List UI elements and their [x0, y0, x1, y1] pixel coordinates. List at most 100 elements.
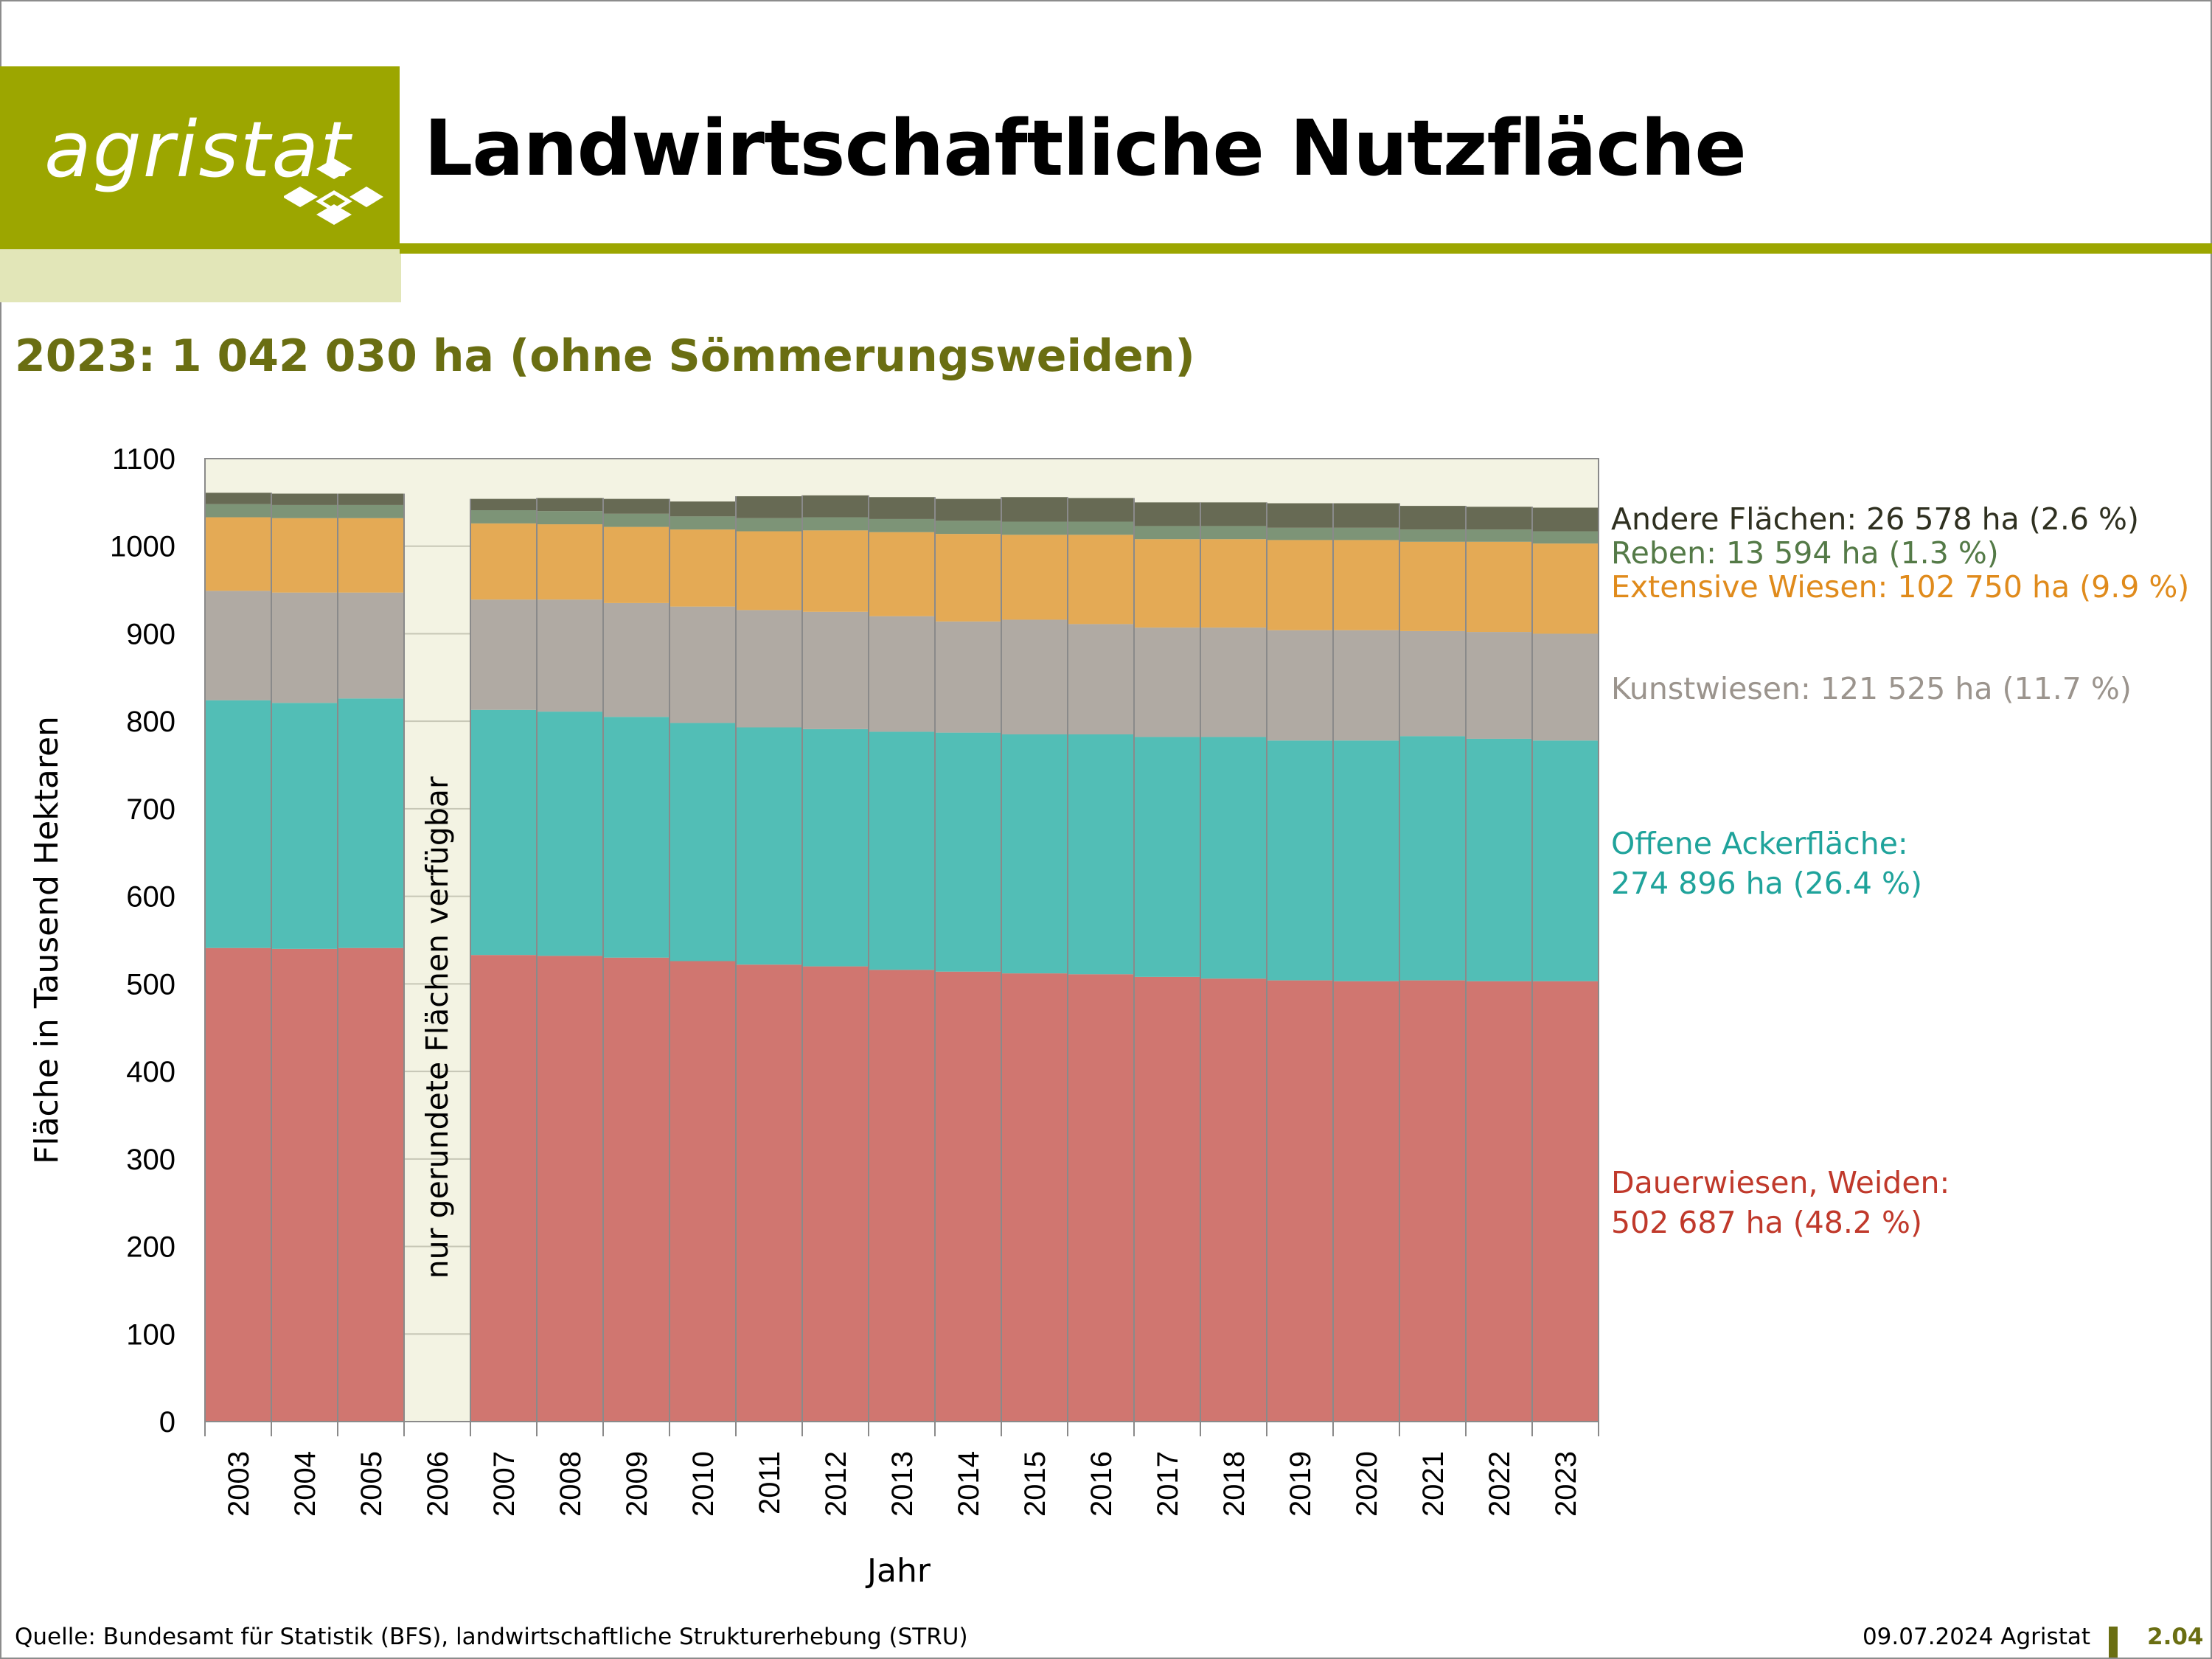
- bar-segment-andere_flaechen-2015: [1001, 497, 1068, 522]
- bar-segment-andere_flaechen-2014: [935, 498, 1001, 521]
- page-title: Landwirtschaftliche Nutzfläche: [424, 103, 1747, 193]
- bar-segment-dauerwiesen-2007: [470, 955, 537, 1422]
- x-tick-label: 2004: [289, 1451, 321, 1517]
- bar-segment-kunstwiesen-2021: [1399, 630, 1466, 737]
- x-tick-label: 2012: [820, 1451, 852, 1517]
- bar-segment-kunstwiesen-2017: [1134, 627, 1200, 737]
- x-tick-label: 2003: [223, 1451, 255, 1517]
- bar-segment-andere_flaechen-2007: [470, 498, 537, 511]
- y-tick-label: 600: [126, 881, 175, 914]
- y-tick-label: 400: [126, 1056, 175, 1088]
- x-tick-label: 2022: [1484, 1451, 1516, 1517]
- bar-segment-extensive_wiesen-2015: [1001, 535, 1068, 620]
- bar-segment-extensive_wiesen-2020: [1333, 540, 1399, 630]
- bar-segment-kunstwiesen-2015: [1001, 619, 1068, 734]
- bar-segment-reben-2007: [470, 510, 537, 524]
- bar-segment-dauerwiesen-2005: [338, 947, 404, 1422]
- bar-segment-dauerwiesen-2021: [1399, 980, 1466, 1422]
- x-tick-label: 2014: [953, 1451, 985, 1517]
- bar-segment-andere_flaechen-2010: [669, 501, 736, 517]
- bar-segment-kunstwiesen-2008: [537, 599, 603, 712]
- bar-segment-extensive_wiesen-2014: [935, 534, 1001, 622]
- y-tick-label: 200: [126, 1231, 175, 1264]
- bar-segment-offene_ackerflaeche-2010: [669, 723, 736, 961]
- bar-segment-kunstwiesen-2014: [935, 621, 1001, 733]
- x-tick-label: 2020: [1351, 1451, 1383, 1517]
- bar-segment-offene_ackerflaeche-2004: [271, 703, 338, 949]
- y-tick-label: 100: [126, 1318, 175, 1351]
- y-tick-label: 700: [126, 793, 175, 826]
- bar-segment-dauerwiesen-2019: [1267, 980, 1333, 1422]
- bar-segment-reben-2005: [338, 504, 404, 518]
- bar-segment-kunstwiesen-2022: [1466, 632, 1532, 739]
- bar-segment-offene_ackerflaeche-2009: [603, 717, 669, 958]
- legend-label-offene_ackerflaeche: 274 896 ha (26.4 %): [1611, 866, 1922, 901]
- footer-date: 09.07.2024 Agristat: [1862, 1624, 2090, 1650]
- bar-segment-offene_ackerflaeche-2003: [205, 700, 271, 948]
- bar-segment-offene_ackerflaeche-2020: [1333, 740, 1399, 981]
- bar-segment-dauerwiesen-2016: [1068, 974, 1134, 1422]
- bar-segment-andere_flaechen-2012: [802, 495, 869, 518]
- y-tick-label: 500: [126, 968, 175, 1001]
- bar-segment-offene_ackerflaeche-2012: [802, 728, 869, 967]
- bar-segment-dauerwiesen-2017: [1134, 976, 1200, 1422]
- bar-segment-reben-2023: [1532, 531, 1599, 544]
- bar-segment-kunstwiesen-2003: [205, 591, 271, 700]
- bar-segment-reben-2008: [537, 511, 603, 525]
- bar-segment-dauerwiesen-2004: [271, 948, 338, 1422]
- bar-segment-andere_flaechen-2008: [537, 498, 603, 512]
- bar-segment-extensive_wiesen-2022: [1466, 541, 1532, 633]
- x-tick-label: 2023: [1550, 1451, 1582, 1517]
- x-tick-label: 2021: [1417, 1451, 1450, 1517]
- bar-segment-reben-2016: [1068, 521, 1134, 535]
- bar-segment-offene_ackerflaeche-2015: [1001, 734, 1068, 974]
- bar-segment-reben-2003: [205, 504, 271, 518]
- bar-segment-andere_flaechen-2003: [205, 493, 271, 504]
- bar-segment-offene_ackerflaeche-2011: [736, 727, 802, 965]
- bar-segment-extensive_wiesen-2003: [205, 517, 271, 591]
- bar-segment-extensive_wiesen-2023: [1532, 543, 1599, 634]
- plot-border: [204, 458, 1599, 1422]
- legend-label-andere_flaechen: Andere Flächen: 26 578 ha (2.6 %): [1611, 501, 2139, 537]
- legend-label-kunstwiesen: Kunstwiesen: 121 525 ha (11.7 %): [1611, 671, 2132, 706]
- bar-segment-kunstwiesen-2018: [1200, 627, 1267, 737]
- bar-segment-offene_ackerflaeche-2019: [1267, 740, 1333, 981]
- bar-segment-andere_flaechen-2005: [338, 493, 404, 505]
- x-tick-label: 2010: [687, 1451, 720, 1517]
- bar-segment-offene_ackerflaeche-2007: [470, 709, 537, 956]
- bar-segment-dauerwiesen-2011: [736, 964, 802, 1422]
- brand-diamonds-icon: [284, 159, 383, 225]
- bar-segment-reben-2009: [603, 513, 669, 527]
- bar-segment-andere_flaechen-2019: [1267, 503, 1333, 528]
- source-note: Quelle: Bundesamt für Statistik (BFS), l…: [15, 1624, 968, 1650]
- bar-segment-reben-2010: [669, 516, 736, 530]
- bar-segment-extensive_wiesen-2012: [802, 530, 869, 612]
- bar-segment-andere_flaechen-2018: [1200, 502, 1267, 526]
- bar-segment-dauerwiesen-2013: [869, 970, 935, 1422]
- bar-segment-offene_ackerflaeche-2016: [1068, 734, 1134, 975]
- bar-segment-andere_flaechen-2017: [1134, 502, 1200, 526]
- bar-segment-reben-2022: [1466, 529, 1532, 542]
- brand-name: agristat: [44, 105, 352, 195]
- bar-segment-andere_flaechen-2016: [1068, 498, 1134, 522]
- x-axis-label: Jahr: [865, 1552, 931, 1590]
- bar-segment-offene_ackerflaeche-2014: [935, 732, 1001, 972]
- bar-segment-offene_ackerflaeche-2017: [1134, 737, 1200, 977]
- bar-segment-extensive_wiesen-2005: [338, 518, 404, 593]
- bar-segment-reben-2011: [736, 518, 802, 532]
- y-axis-label: Fläche in Tausend Hektaren: [28, 716, 66, 1164]
- bar-segment-dauerwiesen-2023: [1532, 981, 1599, 1422]
- x-tick-label: 2016: [1085, 1451, 1118, 1517]
- gap-annotation: nur gerundete Flächen verfügbar: [420, 776, 455, 1279]
- bar-segment-andere_flaechen-2004: [271, 493, 338, 505]
- bar-segment-extensive_wiesen-2017: [1134, 539, 1200, 628]
- bar-segment-kunstwiesen-2004: [271, 592, 338, 703]
- bar-segment-extensive_wiesen-2008: [537, 524, 603, 600]
- bar-segment-kunstwiesen-2023: [1532, 633, 1599, 741]
- bar-segment-dauerwiesen-2012: [802, 966, 869, 1422]
- bar-segment-dauerwiesen-2022: [1466, 981, 1532, 1422]
- bar-segment-reben-2004: [271, 504, 338, 518]
- bar-segment-offene_ackerflaeche-2005: [338, 698, 404, 948]
- bar-segment-extensive_wiesen-2013: [869, 532, 935, 616]
